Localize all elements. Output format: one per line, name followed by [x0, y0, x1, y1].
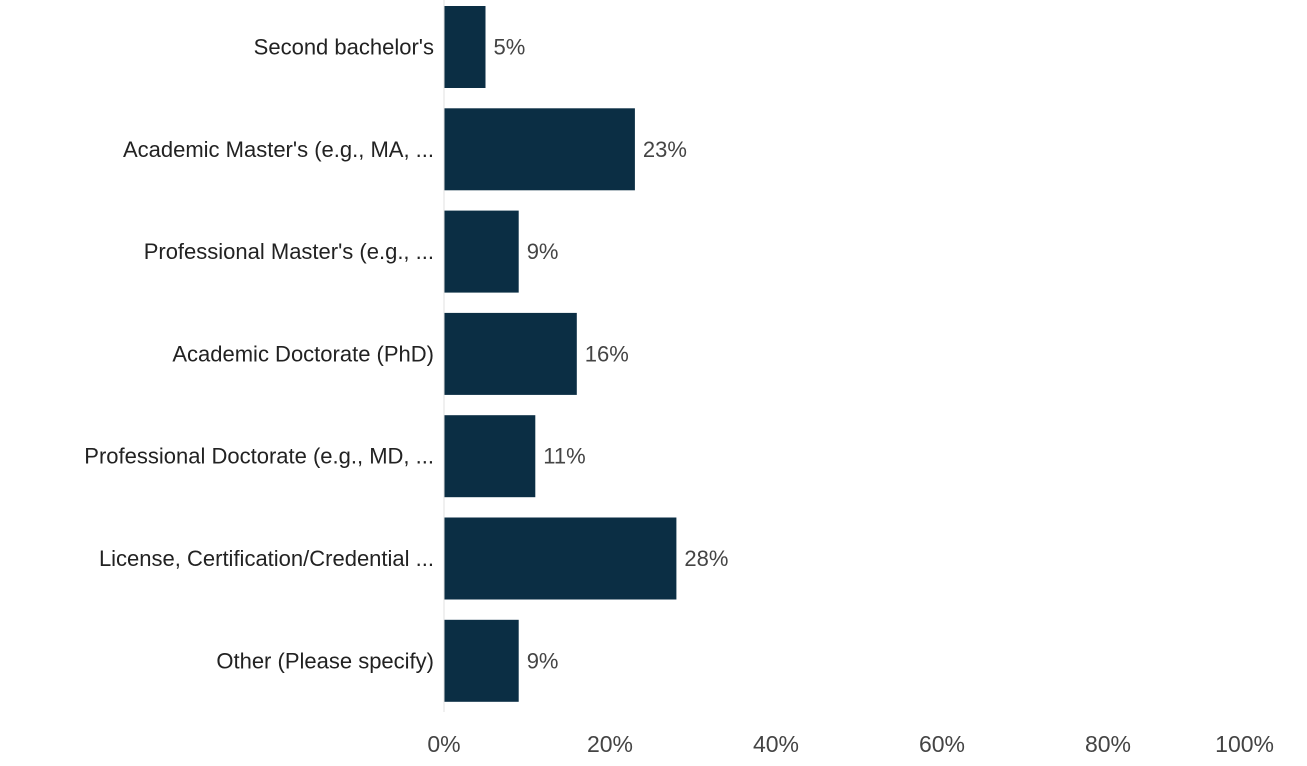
x-tick-label: 100%: [1215, 731, 1274, 757]
category-label: Academic Master's (e.g., MA, ...: [123, 137, 434, 162]
x-tick-label: 0%: [427, 731, 460, 757]
bar: [444, 517, 677, 600]
value-labels-layer: 5% 23% 9% 16% 11% 28% 9%: [494, 35, 729, 674]
data-label: 5%: [494, 35, 526, 60]
bar: [444, 312, 577, 395]
data-label: 9%: [527, 239, 559, 264]
bars-layer: [444, 6, 677, 702]
category-label: Second bachelor's: [254, 35, 434, 60]
data-label: 16%: [585, 341, 629, 366]
x-tick-label: 40%: [753, 731, 799, 757]
data-label: 28%: [684, 546, 728, 571]
bar: [444, 619, 519, 702]
bar: [444, 415, 536, 498]
x-tick-label: 80%: [1085, 731, 1131, 757]
category-labels-layer: Second bachelor's Academic Master's (e.g.…: [84, 35, 434, 674]
category-label: License, Certification/Credential ...: [99, 546, 434, 571]
data-label: 9%: [527, 648, 559, 673]
category-label: Professional Doctorate (e.g., MD, ...: [84, 444, 434, 469]
bar: [444, 6, 486, 88]
category-label: Other (Please specify): [216, 648, 434, 673]
category-label: Professional Master's (e.g., ...: [144, 239, 434, 264]
data-label: 11%: [543, 444, 585, 469]
data-label: 23%: [643, 137, 687, 162]
x-axis: 0% 20% 40% 60% 80% 100%: [427, 0, 1274, 757]
x-tick-label: 60%: [919, 731, 965, 757]
category-label: Academic Doctorate (PhD): [172, 341, 434, 366]
bar: [444, 210, 519, 293]
x-tick-label: 20%: [587, 731, 633, 757]
bar: [444, 108, 635, 191]
